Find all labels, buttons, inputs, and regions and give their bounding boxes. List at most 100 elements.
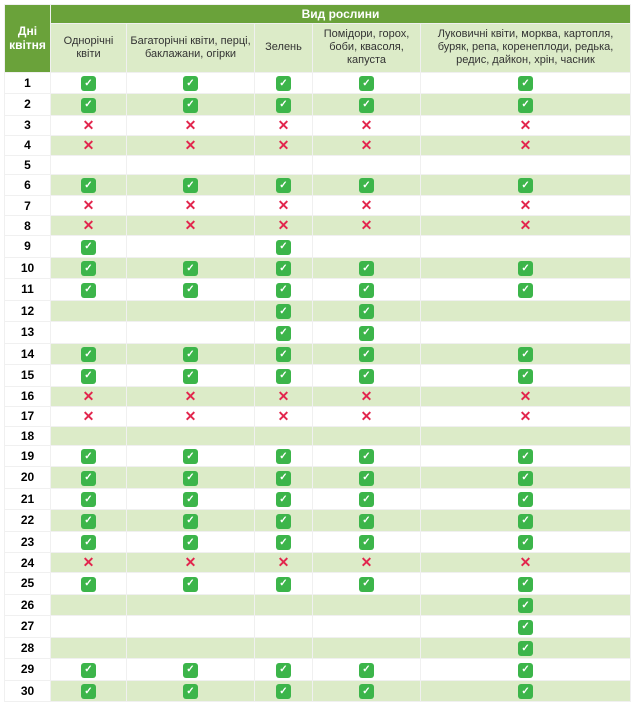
day-cell: 14: [5, 343, 51, 365]
value-cell: ✕: [127, 553, 255, 573]
check-icon: ✓: [276, 449, 291, 464]
value-cell: [313, 236, 421, 258]
value-cell: ✓: [127, 467, 255, 489]
value-cell: ✓: [313, 343, 421, 365]
value-cell: ✕: [255, 386, 313, 406]
value-cell: ✕: [421, 553, 631, 573]
value-cell: ✕: [313, 553, 421, 573]
value-cell: ✓: [255, 467, 313, 489]
check-icon: ✓: [518, 261, 533, 276]
value-cell: [313, 155, 421, 174]
value-cell: ✓: [127, 257, 255, 279]
check-icon: ✓: [359, 471, 374, 486]
day-cell: 27: [5, 616, 51, 638]
value-cell: [127, 155, 255, 174]
value-cell: ✓: [421, 637, 631, 659]
check-icon: ✓: [359, 347, 374, 362]
check-icon: ✓: [81, 535, 96, 550]
value-cell: ✕: [421, 406, 631, 426]
cross-icon: ✕: [83, 138, 95, 152]
value-cell: ✓: [51, 680, 127, 702]
check-icon: ✓: [183, 535, 198, 550]
value-cell: [313, 594, 421, 616]
table-row: 7✕✕✕✕✕: [5, 196, 631, 216]
table-row: 26 ✓: [5, 594, 631, 616]
value-cell: ✕: [421, 115, 631, 135]
day-cell: 16: [5, 386, 51, 406]
table-row: 11✓✓✓✓✓: [5, 279, 631, 301]
cross-icon: ✕: [185, 218, 197, 232]
check-icon: ✓: [276, 304, 291, 319]
value-cell: ✓: [421, 365, 631, 387]
check-icon: ✓: [276, 369, 291, 384]
value-cell: [421, 155, 631, 174]
table-row: 9✓✓: [5, 236, 631, 258]
value-cell: [51, 322, 127, 344]
table-row: 4✕✕✕✕✕: [5, 135, 631, 155]
value-cell: ✓: [421, 659, 631, 681]
value-cell: ✓: [51, 257, 127, 279]
day-cell: 12: [5, 300, 51, 322]
table-row: 23✓✓✓✓✓: [5, 531, 631, 553]
value-cell: ✓: [51, 659, 127, 681]
value-cell: ✕: [51, 386, 127, 406]
check-icon: ✓: [518, 492, 533, 507]
check-icon: ✓: [81, 347, 96, 362]
cross-icon: ✕: [520, 555, 532, 569]
value-cell: ✓: [51, 510, 127, 532]
day-cell: 19: [5, 445, 51, 467]
check-icon: ✓: [183, 514, 198, 529]
value-cell: ✓: [313, 174, 421, 196]
table-row: 20✓✓✓✓✓: [5, 467, 631, 489]
value-cell: ✓: [51, 573, 127, 595]
cross-icon: ✕: [83, 198, 95, 212]
check-icon: ✓: [183, 449, 198, 464]
column-header-4: Луковичні квіти, морква, картопля, буряк…: [421, 24, 631, 73]
value-cell: ✕: [127, 135, 255, 155]
value-cell: ✕: [51, 115, 127, 135]
cross-icon: ✕: [278, 218, 290, 232]
value-cell: ✕: [255, 216, 313, 236]
column-header-0: Однорічні квіти: [51, 24, 127, 73]
check-icon: ✓: [518, 514, 533, 529]
check-icon: ✓: [183, 577, 198, 592]
check-icon: ✓: [81, 178, 96, 193]
table-row: 29✓✓✓✓✓: [5, 659, 631, 681]
day-cell: 26: [5, 594, 51, 616]
value-cell: ✓: [421, 594, 631, 616]
check-icon: ✓: [359, 304, 374, 319]
check-icon: ✓: [276, 577, 291, 592]
value-cell: ✓: [313, 573, 421, 595]
value-cell: ✓: [255, 680, 313, 702]
value-cell: ✓: [127, 680, 255, 702]
cross-icon: ✕: [83, 555, 95, 569]
value-cell: ✓: [127, 279, 255, 301]
value-cell: ✓: [313, 94, 421, 116]
column-header-2: Зелень: [255, 24, 313, 73]
cross-icon: ✕: [278, 198, 290, 212]
check-icon: ✓: [183, 684, 198, 699]
cross-icon: ✕: [185, 555, 197, 569]
check-icon: ✓: [276, 326, 291, 341]
value-cell: ✓: [313, 279, 421, 301]
check-icon: ✓: [276, 98, 291, 113]
value-cell: ✓: [255, 488, 313, 510]
check-icon: ✓: [359, 514, 374, 529]
value-cell: ✓: [313, 531, 421, 553]
cross-icon: ✕: [520, 389, 532, 403]
header-day-col: Дні квітня: [5, 5, 51, 73]
value-cell: ✓: [255, 72, 313, 94]
value-cell: ✓: [255, 322, 313, 344]
check-icon: ✓: [276, 663, 291, 678]
table-row: 28✓: [5, 637, 631, 659]
value-cell: [51, 300, 127, 322]
table-row: 14✓✓✓✓✓: [5, 343, 631, 365]
check-icon: ✓: [359, 98, 374, 113]
value-cell: ✕: [255, 115, 313, 135]
value-cell: [255, 155, 313, 174]
value-cell: ✕: [127, 216, 255, 236]
day-cell: 21: [5, 488, 51, 510]
value-cell: ✕: [421, 135, 631, 155]
table-row: 22✓✓✓✓✓: [5, 510, 631, 532]
value-cell: ✓: [255, 510, 313, 532]
